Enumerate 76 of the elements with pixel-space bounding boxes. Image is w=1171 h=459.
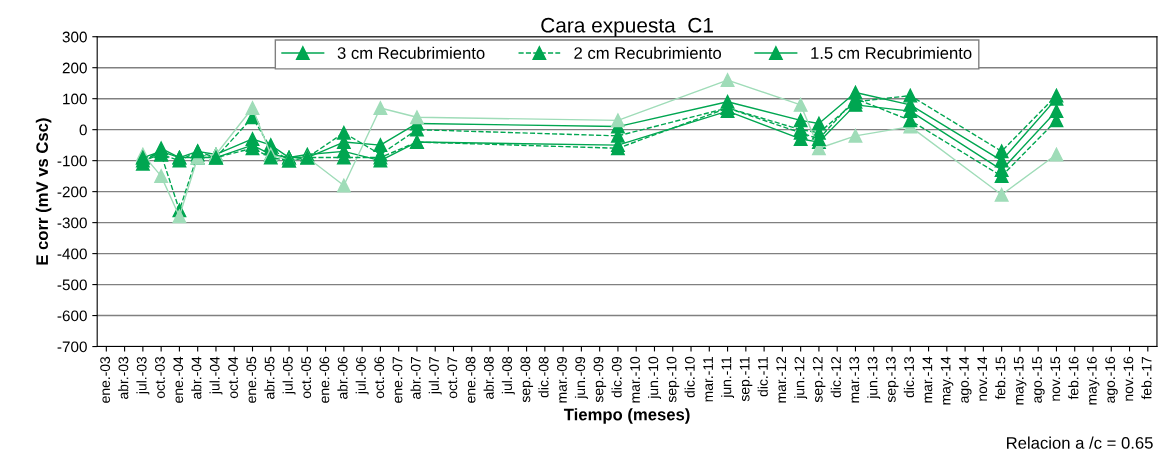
- x-tick-label: abr.-06: [337, 356, 348, 399]
- y-tick-label: -400: [57, 248, 87, 260]
- x-tick-label: may.-15: [1013, 356, 1027, 405]
- x-tick-label: mar.-09: [557, 356, 567, 403]
- x-tick-label: abr.-03: [118, 356, 129, 399]
- x-tick-label: oct.-03: [155, 356, 165, 399]
- x-tick-label: ago.-16: [1105, 356, 1118, 403]
- x-tick-label: ago.-14: [959, 356, 972, 403]
- x-tick-label: feb.-16: [1068, 356, 1079, 400]
- x-tick-label: mar.-10: [630, 356, 640, 403]
- x-tick-label: oct.-06: [374, 356, 385, 399]
- x-tick-label: ago.-15: [1032, 356, 1045, 403]
- x-tick-label: nov.-15: [1050, 356, 1061, 401]
- x-tick-label: ene.-05: [246, 356, 257, 403]
- legend-label: 1.5 cm Recubrimiento: [811, 46, 972, 59]
- x-tick-label: dic.-09: [611, 356, 622, 398]
- x-tick-label: feb.-15: [995, 356, 1006, 400]
- chart-title: Cara expuesta C1: [541, 17, 713, 37]
- x-tick-label: sep.-12: [812, 356, 826, 403]
- x-tick-label: oct.-05: [301, 356, 312, 399]
- x-tick-label: mar.-14: [922, 356, 933, 403]
- x-tick-label: ene.-07: [392, 356, 403, 403]
- x-tick-label: mar.-13: [849, 356, 860, 403]
- x-tick-label: abr.-08: [483, 356, 494, 399]
- x-tick-label: dic.-12: [830, 356, 841, 398]
- x-tick-label: sep.-11: [739, 356, 753, 402]
- x-tick-label: abr.-07: [410, 356, 421, 399]
- x-tick-label: jun.-11: [721, 356, 735, 399]
- y-axis-title: E corr (mV vs Csc): [35, 118, 52, 265]
- x-tick-label: sep.-08: [520, 356, 534, 403]
- x-tick-label: jul.-05: [282, 356, 296, 395]
- x-tick-label: dic.-11: [757, 356, 768, 397]
- x-tick-label: jul.-07: [428, 356, 442, 395]
- x-tick-label: jun.-09: [574, 356, 588, 400]
- x-tick-label: mar.-12: [776, 356, 787, 403]
- x-tick-label: sep.-09: [593, 356, 607, 403]
- y-tick-label: -500: [57, 279, 87, 291]
- x-tick-label: ene.-04: [173, 356, 184, 403]
- x-tick-label: jun.-10: [648, 356, 661, 400]
- x-tick-label: oct.-07: [447, 356, 458, 399]
- x-tick-label: jul.-08: [501, 356, 515, 395]
- x-tick-label: ene.-06: [319, 356, 330, 403]
- x-tick-label: jul.-06: [355, 356, 369, 395]
- y-tick-label: 100: [63, 93, 87, 105]
- legend-label: 3 cm Recubrimiento: [337, 46, 485, 59]
- x-tick-label: may.-16: [1086, 356, 1100, 405]
- x-tick-label: ene.-08: [465, 356, 476, 403]
- x-tick-label: abr.-04: [191, 356, 202, 399]
- x-tick-label: dic.-13: [903, 356, 915, 398]
- x-tick-label: ene.-03: [100, 356, 111, 403]
- y-tick-label: -200: [57, 186, 87, 198]
- y-tick-label: 200: [62, 62, 87, 74]
- x-axis-title: Tiempo (meses): [563, 408, 690, 424]
- x-tick-label: nov.-14: [977, 356, 988, 401]
- x-tick-label: may.-14: [940, 356, 954, 405]
- x-tick-label: sep.-10: [666, 356, 680, 403]
- x-tick-label: feb.-17: [1141, 356, 1152, 400]
- legend-label: 2 cm Recubrimiento: [574, 46, 722, 59]
- x-tick-label: abr.-05: [264, 356, 275, 399]
- x-tick-label: oct.-04: [228, 356, 238, 399]
- x-tick-label: dic.-10: [684, 356, 695, 398]
- y-tick-label: -100: [57, 155, 87, 167]
- x-tick-label: jun.-12: [794, 356, 808, 400]
- y-tick-label: 0: [79, 124, 87, 136]
- x-tick-label: jul.-04: [209, 356, 223, 395]
- y-tick-label: -700: [57, 341, 87, 353]
- y-tick-label: -300: [57, 217, 87, 229]
- x-tick-label: sep.-13: [885, 356, 899, 403]
- x-tick-label: mar.-11: [703, 356, 714, 402]
- y-tick-label: -600: [57, 310, 87, 322]
- x-tick-label: nov.-16: [1123, 356, 1134, 401]
- y-tick-label: 300: [62, 31, 87, 43]
- text: Relacion a /c = 0.65: [1007, 436, 1153, 449]
- x-tick-label: dic.-08: [538, 356, 549, 398]
- x-tick-label: jun.-13: [867, 356, 881, 400]
- x-tick-label: jul.-03: [136, 356, 150, 395]
